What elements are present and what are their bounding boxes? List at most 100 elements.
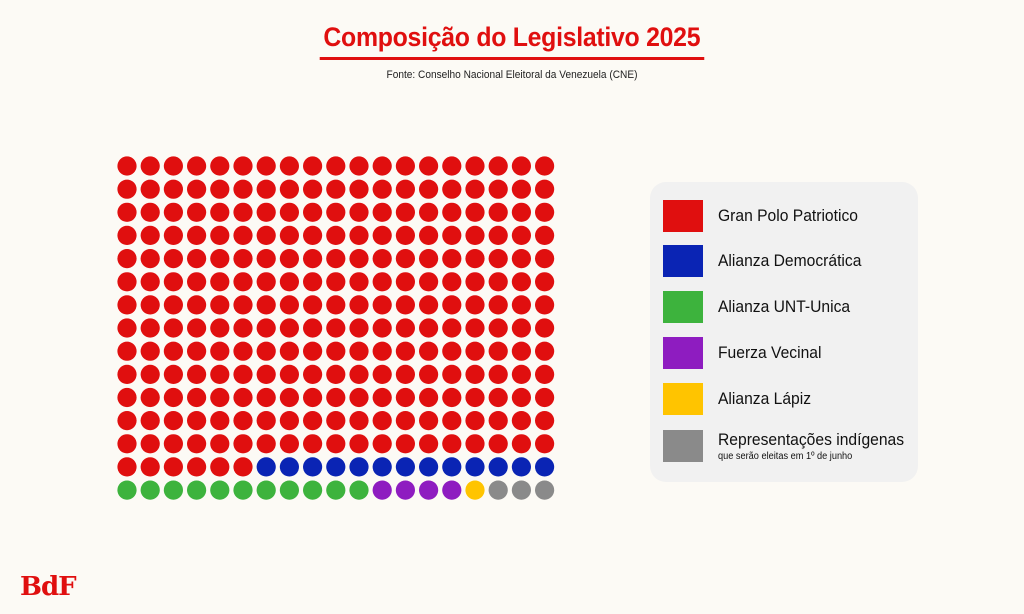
legend-label: Representações indígenas	[718, 430, 905, 449]
seat-dot	[117, 179, 137, 199]
seat-dot	[187, 434, 207, 454]
legend-swatch	[663, 245, 703, 277]
seat-dot	[187, 387, 207, 408]
seat-dot	[442, 364, 462, 384]
seat-dot	[488, 202, 508, 222]
seat-dot	[279, 341, 299, 361]
seat-dot	[140, 156, 160, 176]
seat-dot	[535, 411, 555, 431]
seat-dot	[465, 457, 485, 477]
seat-dot	[372, 318, 392, 338]
seat-dot	[465, 411, 485, 431]
seat-dot	[117, 295, 137, 315]
seat-dot	[256, 341, 276, 361]
seat-dot	[256, 249, 276, 269]
seat-dot	[140, 225, 160, 245]
seat-dot	[535, 457, 555, 477]
seat-dot	[326, 387, 346, 408]
seat-dot	[535, 318, 555, 338]
seat-dot	[140, 341, 160, 361]
seat-dot	[233, 387, 253, 408]
seat-dot	[117, 411, 137, 431]
seat-dot	[419, 225, 439, 245]
seat-dot	[187, 364, 207, 384]
legend-label: Alianza UNT-Unica	[718, 297, 851, 316]
seat-dot	[488, 295, 508, 315]
seat-dot	[349, 480, 369, 500]
seat-dot	[140, 318, 160, 338]
seat-dot	[117, 457, 137, 477]
seat-dot	[279, 156, 299, 176]
seat-dot	[326, 272, 346, 292]
seat-dot	[395, 202, 415, 222]
seat-dot	[187, 179, 207, 199]
legend-swatch	[663, 383, 703, 415]
seat-dot	[465, 364, 485, 384]
seat-dot	[140, 202, 160, 222]
seat-dot	[465, 341, 485, 361]
seat-dot	[163, 457, 183, 477]
seat-dot	[349, 272, 369, 292]
seat-dot	[535, 341, 555, 361]
seat-dot	[187, 480, 207, 500]
seat-dot	[233, 156, 253, 176]
seat-dot	[187, 411, 207, 431]
seat-dot	[442, 457, 462, 477]
seat-dot	[279, 411, 299, 431]
chart-title: Composição do Legislativo 2025	[319, 22, 705, 60]
seat-dot	[210, 202, 230, 222]
seat-dot	[395, 364, 415, 384]
seat-dot	[442, 318, 462, 338]
legend-swatch	[663, 200, 703, 232]
seat-dot	[303, 156, 323, 176]
seat-dot	[210, 295, 230, 315]
seat-dot	[140, 249, 160, 269]
seat-dot	[233, 480, 253, 500]
seat-dot	[117, 341, 137, 361]
seat-dot	[395, 225, 415, 245]
seat-dot	[488, 341, 508, 361]
seat-dot	[233, 295, 253, 315]
seat-dot	[419, 318, 439, 338]
seat-dot	[419, 434, 439, 454]
seat-dot	[488, 318, 508, 338]
seat-dot	[395, 179, 415, 199]
seat-dot	[419, 411, 439, 431]
seat-dot	[349, 202, 369, 222]
seat-dot	[303, 202, 323, 222]
seat-dot	[233, 179, 253, 199]
seat-dot	[349, 341, 369, 361]
seat-dot	[442, 480, 462, 500]
legend: Gran Polo Patriotico Alianza Democrática…	[650, 182, 918, 482]
seat-dot	[419, 387, 439, 408]
seat-dot	[256, 202, 276, 222]
seat-dot	[511, 387, 531, 408]
seat-dot	[395, 249, 415, 269]
legend-item-gran-polo: Gran Polo Patriotico	[663, 200, 913, 232]
seat-dot	[511, 364, 531, 384]
legend-label: Alianza Democrática	[718, 251, 862, 270]
seat-dot	[279, 179, 299, 199]
seat-dot	[326, 179, 346, 199]
legend-label: Fuerza Vecinal	[718, 343, 822, 362]
seat-dot	[279, 364, 299, 384]
seat-dot	[233, 318, 253, 338]
seat-dot	[442, 295, 462, 315]
seat-dot	[511, 341, 531, 361]
seat-dot	[233, 225, 253, 245]
seat-dot	[256, 318, 276, 338]
seat-dot	[442, 179, 462, 199]
seat-dot	[140, 480, 160, 500]
seat-dot	[511, 179, 531, 199]
seat-dot	[326, 411, 346, 431]
seat-dot	[419, 202, 439, 222]
seat-dot	[442, 387, 462, 408]
seat-dot	[163, 179, 183, 199]
seat-dot	[535, 249, 555, 269]
seat-dot	[372, 434, 392, 454]
seat-dot	[395, 295, 415, 315]
seat-dot	[372, 249, 392, 269]
seat-dot	[372, 225, 392, 245]
seat-dot	[511, 457, 531, 477]
seat-dot	[326, 295, 346, 315]
